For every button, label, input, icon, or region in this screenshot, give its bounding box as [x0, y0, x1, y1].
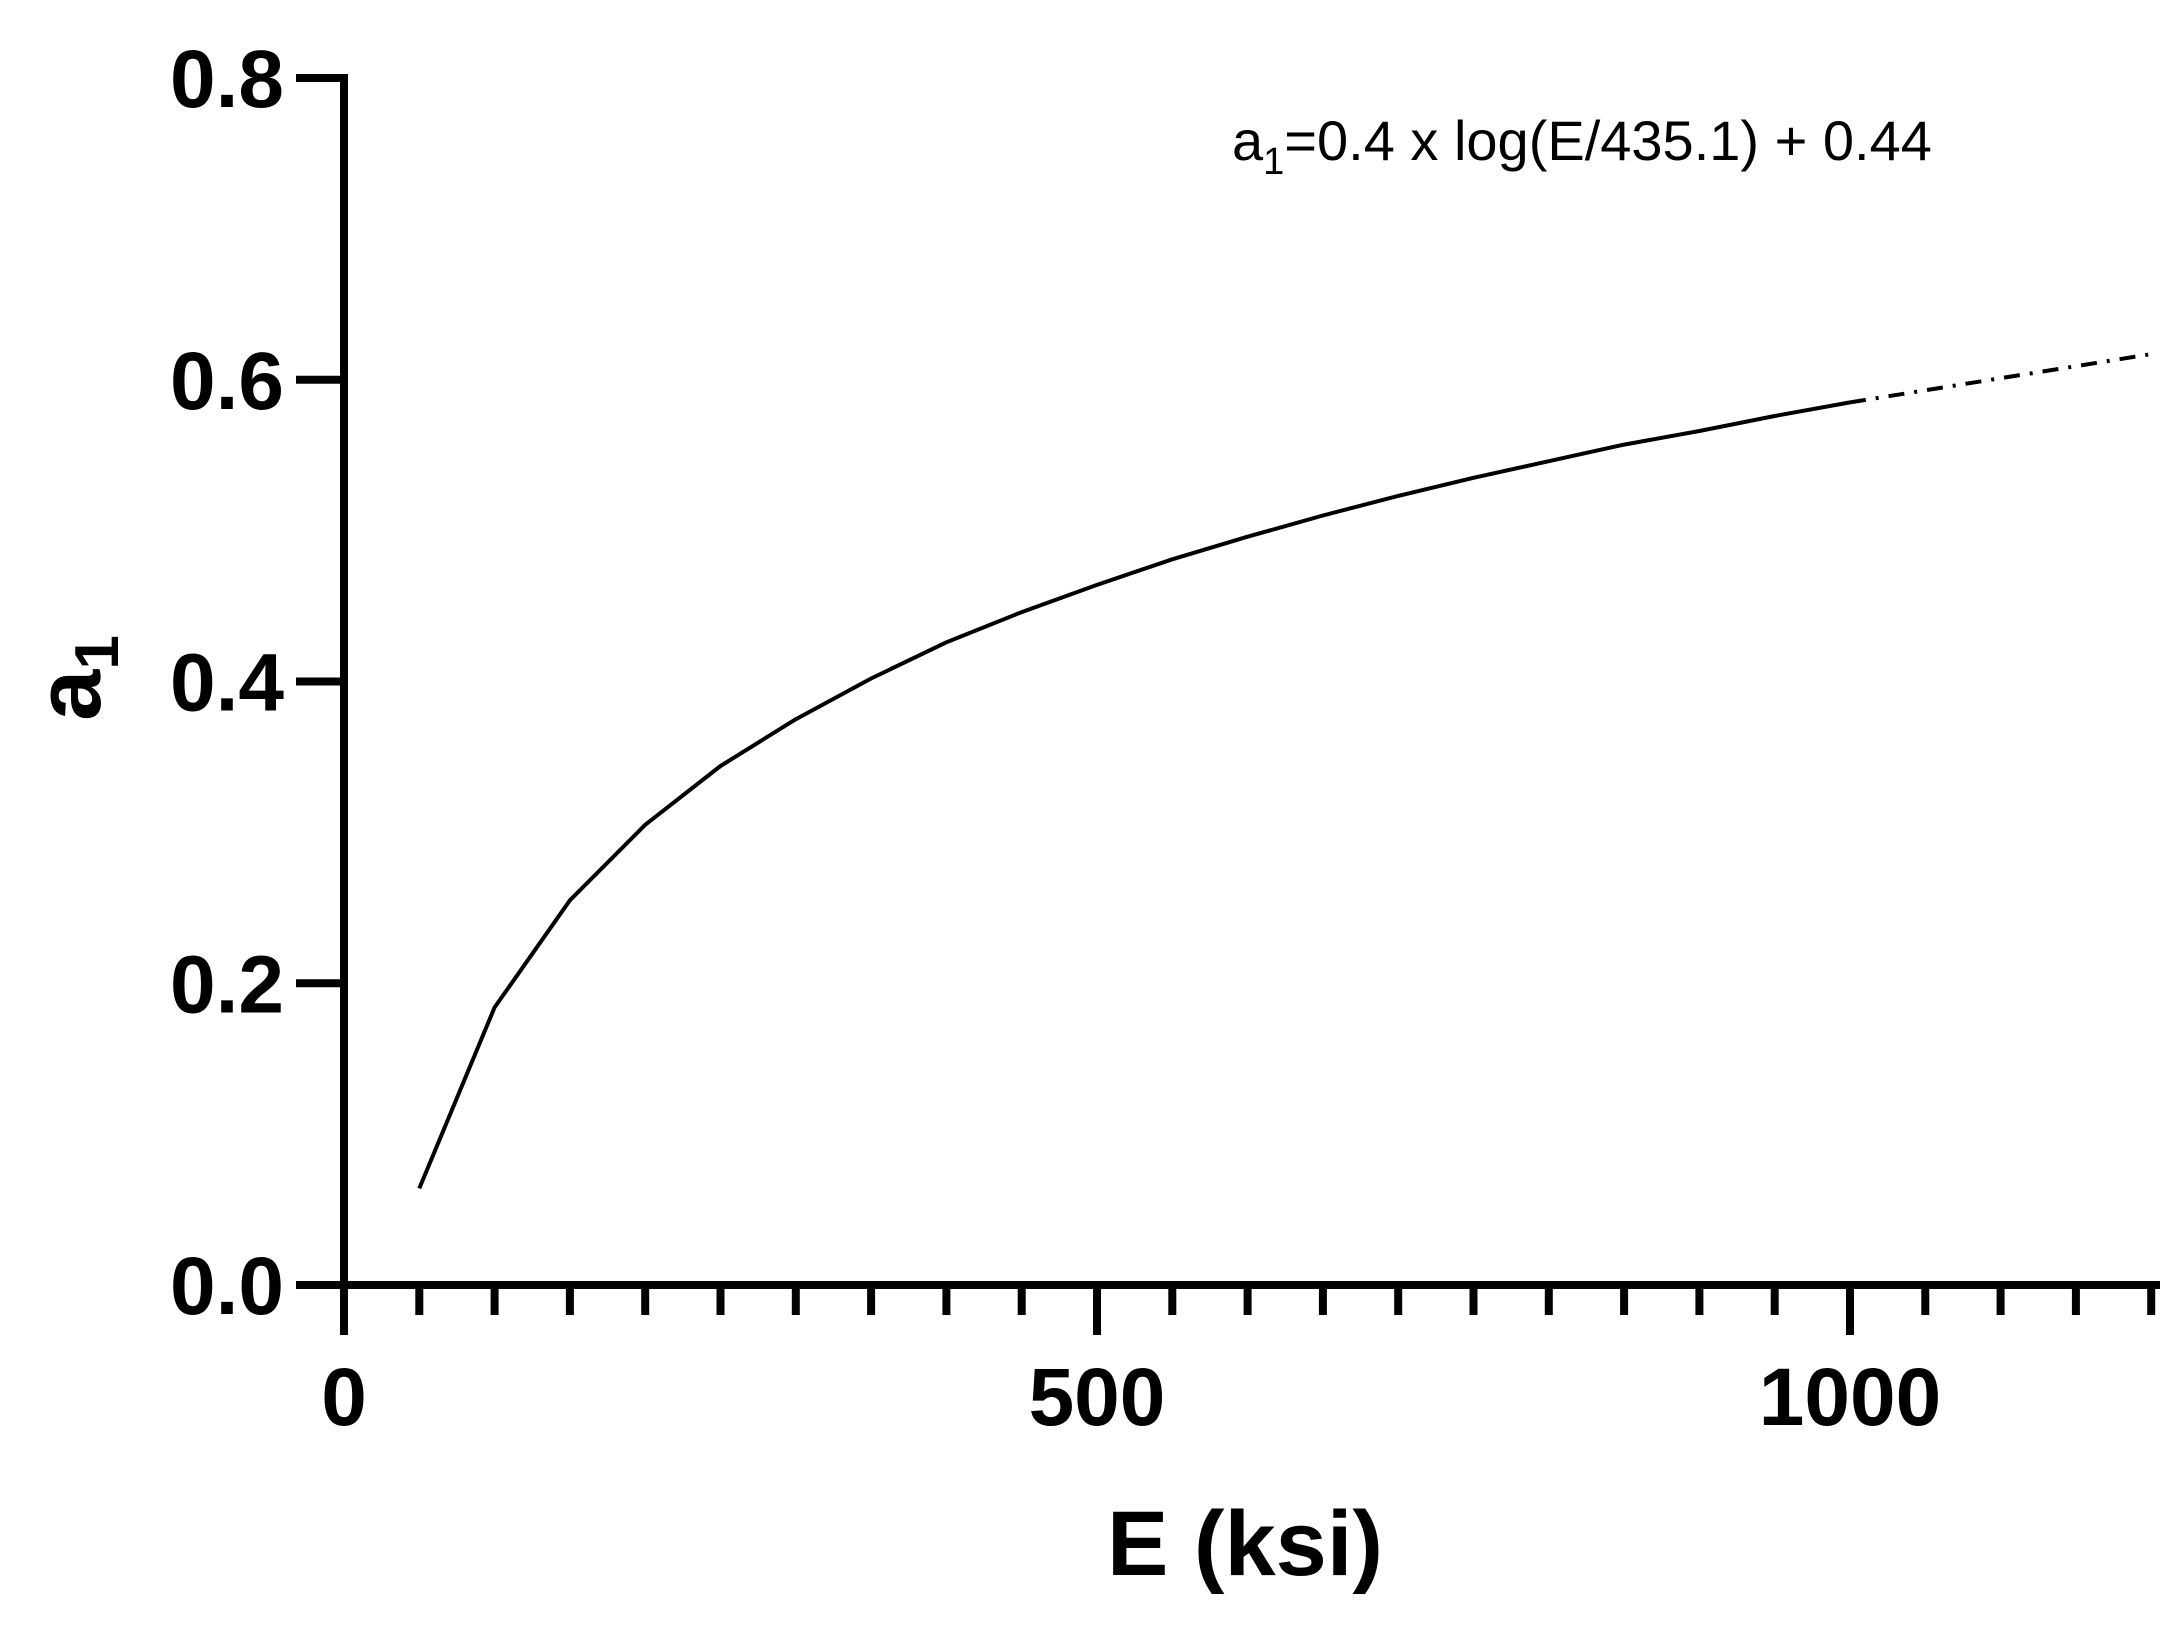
x-tick-label: 0 [321, 1352, 367, 1443]
annotation-prefix: a [1232, 109, 1264, 172]
tick-labels: 0.0 0.2 0.4 0.6 0.8 0 500 1000 [170, 34, 1941, 1443]
x-tick-label: 1000 [1759, 1352, 1941, 1443]
axes [340, 74, 2160, 1289]
y-axis-title: a1 [18, 635, 132, 721]
y-tick-label: 0.4 [170, 638, 284, 729]
ticks [296, 74, 2156, 1335]
y-tick-label: 0.6 [170, 336, 284, 427]
series [417, 352, 2152, 1190]
x-axis-title: E (ksi) [1107, 1493, 1383, 1595]
y-tick-label: 0.8 [170, 34, 284, 125]
annotation-subscript: 1 [1263, 141, 1284, 183]
y-tick-label: 0.0 [170, 1241, 284, 1332]
y-axis-title-subscript: 1 [63, 635, 132, 669]
annotation-rest: =0.4 x log(E/435.1) + 0.44 [1284, 109, 1932, 172]
y-axis-title-main: a [18, 669, 120, 721]
x-tick-label: 500 [1029, 1352, 1166, 1443]
annotation: a1=0.4 x log(E/435.1) + 0.44 [1232, 109, 1932, 183]
y-tick-label: 0.2 [170, 939, 284, 1030]
extrapolated-series-line [1849, 352, 2152, 405]
series-line [417, 400, 1851, 1190]
